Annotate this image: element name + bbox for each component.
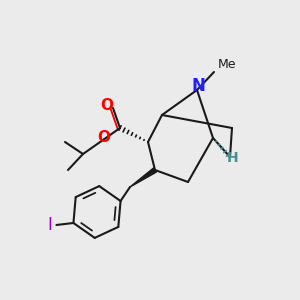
Text: Me: Me	[218, 58, 236, 71]
Text: N: N	[191, 77, 205, 95]
Text: H: H	[227, 151, 239, 165]
Text: O: O	[98, 130, 110, 146]
Text: O: O	[100, 98, 113, 112]
Polygon shape	[130, 168, 156, 187]
Text: I: I	[47, 216, 52, 234]
